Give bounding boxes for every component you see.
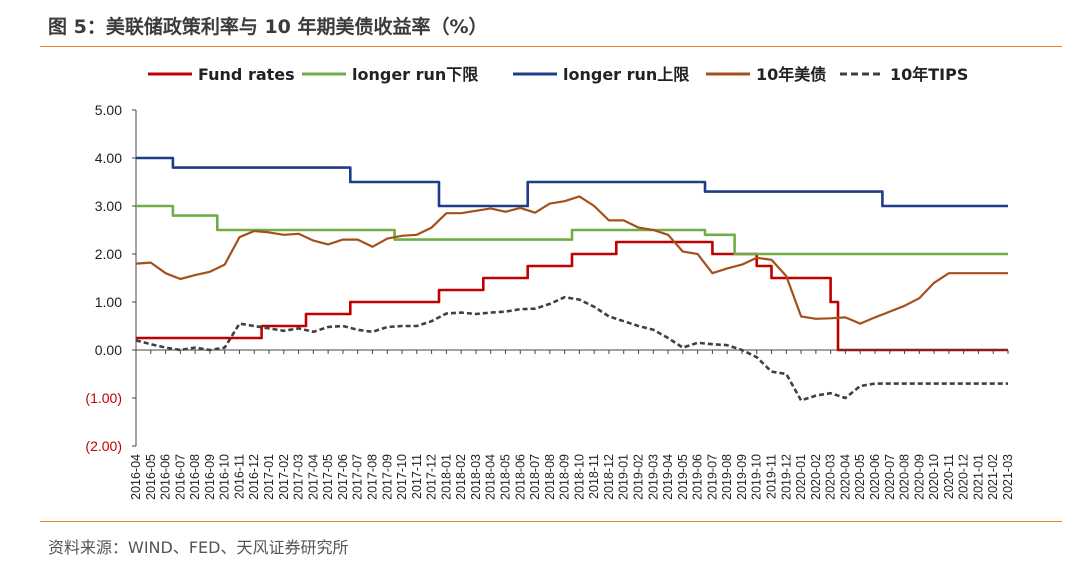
chart-legend: Fund rates longer run下限 longer run上限 10年美债 1… — [148, 65, 968, 84]
y-tick-label: 5.00 — [95, 102, 122, 118]
x-tick-label: 2018-03 — [469, 454, 483, 500]
x-tick-label: 2020-05 — [853, 454, 867, 500]
y-tick-label: 1.00 — [95, 294, 122, 310]
x-tick-label: 2017-02 — [277, 454, 291, 500]
y-tick-label: (1.00) — [85, 390, 122, 406]
x-tick-label: 2020-06 — [868, 454, 882, 500]
x-tick-label: 2016-10 — [218, 454, 232, 500]
x-tick-label: 2017-07 — [351, 454, 365, 500]
x-tick-label: 2019-02 — [632, 454, 646, 500]
y-axis: 5.00 4.00 3.00 2.00 1.00 0.00 (1.00) (2.00) — [85, 102, 137, 454]
x-tick-label: 2020-09 — [912, 454, 926, 500]
x-tick-label: 2018-08 — [543, 454, 557, 500]
x-tick-label: 2017-05 — [321, 454, 335, 500]
x-tick-label: 2018-01 — [439, 454, 453, 500]
x-tick-label: 2017-06 — [336, 454, 350, 500]
y-tick-label: 0.00 — [95, 342, 122, 358]
x-tick-label: 2016-09 — [203, 454, 217, 500]
x-tick-label: 2017-01 — [262, 454, 276, 500]
x-tick-label: 2017-03 — [292, 454, 306, 500]
x-tick-label: 2017-09 — [380, 454, 394, 500]
x-tick-label: 2021-01 — [971, 454, 985, 500]
legend-label-2: longer run上限 — [563, 65, 690, 84]
figure-title: 图 5：美联储政策利率与 10 年期美债收益率（%） — [48, 16, 488, 38]
legend-label-4: 10年TIPS — [890, 65, 968, 84]
y-tick-label: 3.00 — [95, 198, 122, 214]
x-tick-label: 2016-06 — [159, 454, 173, 500]
x-tick-label: 2019-03 — [646, 454, 660, 500]
legend-label-1: longer run下限 — [352, 65, 479, 84]
series-line-4 — [135, 295, 1008, 402]
line-chart: Fund rates longer run下限 longer run上限 10年美债 1… — [85, 65, 1015, 500]
footer-divider — [40, 521, 1062, 522]
x-tick-label: 2020-03 — [824, 454, 838, 500]
x-tick-label: 2019-04 — [661, 454, 675, 500]
x-tick-label: 2018-11 — [587, 454, 601, 499]
x-tick-label: 2019-10 — [750, 454, 764, 500]
x-tick-label: 2020-07 — [883, 454, 897, 500]
x-tick-label: 2019-08 — [720, 454, 734, 500]
x-tick-label: 2019-05 — [676, 454, 690, 500]
x-tick-label: 2018-12 — [602, 454, 616, 500]
x-tick-label: 2018-06 — [513, 454, 527, 500]
title-divider — [40, 46, 1062, 47]
x-axis: 2016-04 2016-05 2016-06 2016-07 2016-08 2016-… — [129, 349, 1015, 500]
series-line-2 — [136, 156, 1008, 208]
y-tick-label: (2.00) — [85, 438, 122, 454]
x-tick-label: 2020-02 — [809, 454, 823, 500]
x-tick-label: 2018-10 — [572, 454, 586, 500]
y-tick-label: 4.00 — [95, 150, 122, 166]
series-line-1 — [136, 204, 1008, 256]
series-layer — [135, 156, 1008, 402]
x-tick-label: 2017-12 — [425, 454, 439, 500]
x-tick-label: 2016-05 — [144, 454, 158, 500]
x-tick-label: 2017-11 — [410, 454, 424, 499]
x-tick-label: 2016-11 — [233, 454, 247, 499]
x-tick-label: 2019-01 — [617, 454, 631, 500]
series-line-3 — [135, 195, 1008, 325]
x-tick-label: 2018-09 — [558, 454, 572, 500]
x-tick-label: 2020-10 — [927, 454, 941, 500]
legend-label-3: 10年美债 — [756, 65, 826, 84]
x-tick-label: 2021-03 — [1001, 454, 1015, 500]
x-tick-label: 2016-08 — [188, 454, 202, 500]
x-tick-label: 2018-04 — [484, 454, 498, 500]
x-tick-label: 2020-11 — [942, 454, 956, 499]
x-tick-label: 2019-09 — [735, 454, 749, 500]
x-tick-label: 2018-02 — [454, 454, 468, 500]
x-tick-label: 2019-12 — [779, 454, 793, 500]
x-tick-label: 2016-04 — [129, 454, 143, 500]
x-tick-label: 2020-08 — [898, 454, 912, 500]
y-tick-label: 2.00 — [95, 246, 122, 262]
series-line-0 — [136, 240, 1008, 352]
legend-label-0: Fund rates — [198, 65, 295, 84]
source-note: 资料来源：WIND、FED、天风证券研究所 — [48, 538, 349, 557]
x-tick-label: 2017-04 — [306, 454, 320, 500]
x-tick-label: 2020-01 — [794, 454, 808, 500]
x-tick-label: 2021-02 — [986, 454, 1000, 500]
x-tick-label: 2020-04 — [838, 454, 852, 500]
x-tick-label: 2016-07 — [173, 454, 187, 500]
x-tick-label: 2019-07 — [705, 454, 719, 500]
x-tick-label: 2017-10 — [395, 454, 409, 500]
x-tick-label: 2019-11 — [765, 454, 779, 499]
x-tick-label: 2018-05 — [499, 454, 513, 500]
x-tick-label: 2016-12 — [247, 454, 261, 500]
x-tick-label: 2018-07 — [528, 454, 542, 500]
x-tick-label: 2020-12 — [957, 454, 971, 500]
x-tick-label: 2017-08 — [366, 454, 380, 500]
x-tick-label: 2019-06 — [691, 454, 705, 500]
